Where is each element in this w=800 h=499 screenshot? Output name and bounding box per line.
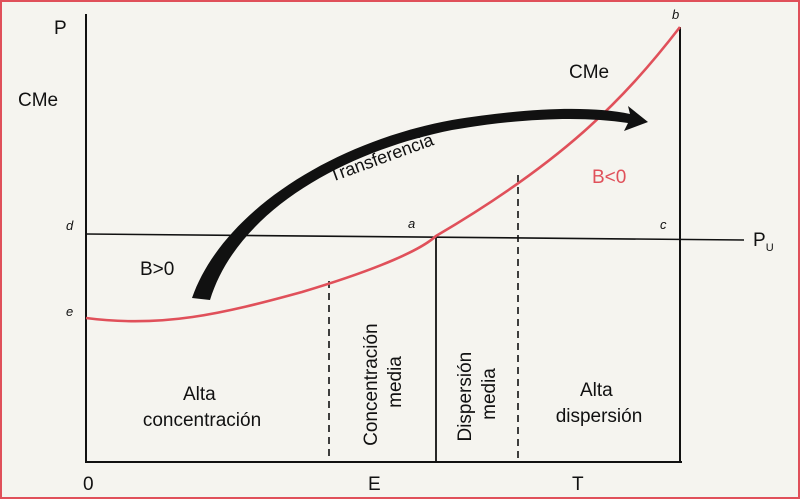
point-d: d — [66, 218, 74, 233]
x-t-label: T — [572, 474, 584, 495]
cme-curve-label: CMe — [569, 62, 609, 83]
point-e: e — [66, 304, 73, 319]
point-a: a — [408, 216, 415, 231]
region-alta-concentracion: Alta concentración — [143, 384, 261, 431]
x-origin-label: 0 — [83, 474, 94, 495]
region-dispersion-media: Dispersión media — [455, 346, 500, 441]
pu-label: PU — [753, 230, 774, 254]
region-alta-dispersion: Alta dispersión — [556, 380, 643, 427]
cme-axis-label: CMe — [18, 90, 58, 111]
x-e-label: E — [368, 474, 381, 495]
p-axis-label: P — [54, 18, 67, 39]
b-positive-label: B>0 — [140, 259, 174, 280]
region-concentracion-media: Concentración media — [361, 318, 406, 446]
point-b: b — [672, 7, 679, 22]
price-line-pu — [85, 233, 745, 241]
point-c: c — [660, 217, 667, 232]
b-negative-label: B<0 — [592, 167, 626, 188]
